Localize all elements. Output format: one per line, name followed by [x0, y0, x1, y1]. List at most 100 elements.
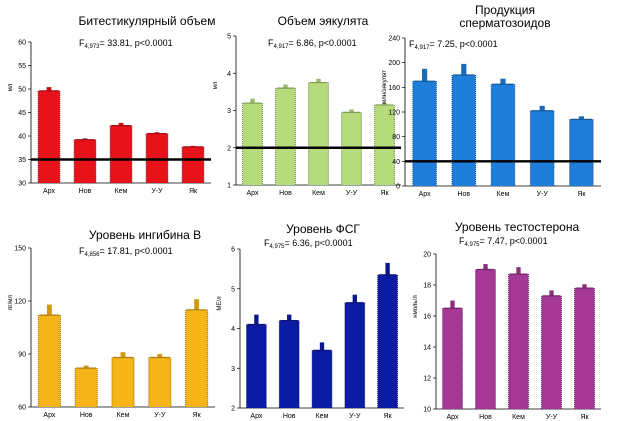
bar — [110, 125, 132, 183]
y-tick-label: 120 — [14, 299, 26, 306]
chart-title-line: Продукция — [475, 3, 535, 17]
y-tick-label: 4 — [231, 326, 235, 333]
x-category-label: Кем — [316, 413, 329, 420]
x-category-label: У-У — [349, 413, 361, 420]
bar — [75, 368, 98, 407]
chart-panel-3: Продукция сперматозоидов F4,917= 7.25, p<0… — [382, 3, 601, 198]
stat-value: = 7.47, p<0.0001 — [480, 236, 548, 246]
y-tick-label: 45 — [18, 110, 26, 117]
x-category-label: Кем — [497, 191, 510, 198]
y-tick-label: 200 — [388, 60, 400, 67]
chart-statistic: F4,973= 33.81, p<0.0001 — [79, 38, 173, 50]
x-category-label: Кем — [115, 188, 128, 195]
y-tick-label: 240 — [388, 36, 400, 43]
stat-prefix: F — [459, 236, 465, 246]
y-tick-label: 160 — [388, 85, 400, 92]
bar — [182, 146, 204, 183]
chart-panel-2: Объем эякулята F4,917= 6.86, p<0.0001 1 2 3 4… — [213, 14, 401, 197]
y-tick-label: 35 — [18, 157, 26, 164]
error-bar — [120, 352, 126, 358]
y-tick-label: 60 — [18, 40, 26, 47]
x-category-label: Як — [580, 414, 589, 421]
y-tick-label: 4 — [227, 71, 231, 78]
bar — [508, 274, 529, 409]
error-bar — [539, 105, 545, 111]
chart-statistic: F4,975= 7.47, p<0.0001 — [459, 236, 548, 248]
y-axis-label: млн/эякулят — [382, 70, 388, 104]
bar — [308, 82, 329, 185]
y-tick-label: 5 — [227, 34, 231, 41]
chart-statistic: F4,917= 7.25, p<0.0001 — [409, 39, 498, 51]
y-tick-label: 40 — [18, 134, 26, 141]
stat-value: = 17.81, p<0.0001 — [100, 246, 173, 256]
x-category-label: Арх — [250, 413, 262, 420]
y-tick-label: 1 — [227, 183, 231, 190]
y-tick-label: 90 — [18, 352, 26, 359]
error-bar — [154, 132, 160, 134]
chart-title: Уровень тестостерона — [455, 220, 580, 234]
x-category-label: Нов — [279, 190, 292, 197]
error-bar — [319, 342, 325, 351]
y-tick-label: 6 — [231, 247, 235, 254]
error-bar — [500, 78, 506, 85]
chart-title: Битестикулярный объем — [79, 14, 216, 28]
x-category-label: Арх — [43, 412, 55, 419]
stat-prefix: F — [79, 38, 85, 48]
x-category-label: Нов — [283, 413, 296, 420]
y-tick-label: 3 — [227, 108, 231, 115]
stat-prefix: F — [79, 246, 85, 256]
stat-subscript: 4,975 — [270, 244, 286, 250]
error-bar — [118, 122, 124, 126]
y-tick-label: 0 — [396, 184, 400, 191]
stat-subscript: 4,856 — [85, 252, 101, 258]
bar — [541, 295, 562, 409]
bar — [148, 357, 171, 407]
y-tick-label: 16 — [423, 314, 431, 321]
x-category-label: Кем — [512, 414, 525, 421]
error-bar — [483, 264, 488, 270]
stat-subscript: 4,917 — [274, 44, 290, 50]
y-axis-label: нмоль/л — [413, 295, 419, 318]
stat-prefix: F — [409, 39, 415, 49]
y-axis-label: МЕ/л — [217, 296, 223, 311]
x-category-label: Арх — [43, 188, 55, 195]
stat-value: = 33.81, p<0.0001 — [100, 38, 173, 48]
stat-value: = 7.25, p<0.0001 — [430, 39, 498, 49]
x-category-label: Як — [193, 412, 202, 419]
error-bar — [450, 300, 455, 309]
x-category-label: Кем — [312, 190, 325, 197]
x-category-label: У-У — [537, 191, 549, 198]
stat-value: = 6.36, p<0.0001 — [285, 238, 353, 248]
bar — [491, 84, 515, 186]
error-bar — [157, 354, 163, 358]
stat-prefix: F — [264, 238, 270, 248]
bar — [452, 75, 476, 186]
bar — [574, 288, 595, 409]
chart-panel-1: Битестикулярный объем F4,973= 33.81, p<0.… — [8, 14, 215, 195]
chart-title: Уровень ингибина В — [89, 228, 201, 242]
x-category-label: Як — [384, 413, 393, 420]
error-bar — [254, 314, 259, 325]
y-tick-label: 2 — [231, 406, 235, 413]
bar — [74, 139, 96, 183]
y-tick-label: 2 — [227, 145, 231, 152]
x-category-label: Як — [577, 191, 586, 198]
bar — [475, 269, 496, 409]
y-tick-label: 55 — [18, 63, 26, 70]
y-axis-label: пг/мл — [8, 295, 14, 310]
chart-title: Продукция сперматозоидов — [459, 3, 550, 30]
x-category-label: Нов — [80, 412, 93, 419]
y-tick-label: 20 — [423, 252, 431, 259]
y-tick-label: 5 — [231, 286, 235, 293]
bar — [412, 81, 437, 186]
x-category-label: Нов — [457, 191, 470, 198]
error-bar — [287, 314, 292, 321]
y-tick-label: 80 — [392, 134, 400, 141]
x-category-label: Арх — [419, 191, 431, 198]
x-category-label: У-У — [546, 414, 558, 421]
error-bar — [385, 262, 390, 275]
x-category-label: У-У — [346, 190, 358, 197]
error-bar — [549, 290, 554, 296]
chart-statistic: F4,856= 17.81, p<0.0001 — [79, 246, 173, 258]
